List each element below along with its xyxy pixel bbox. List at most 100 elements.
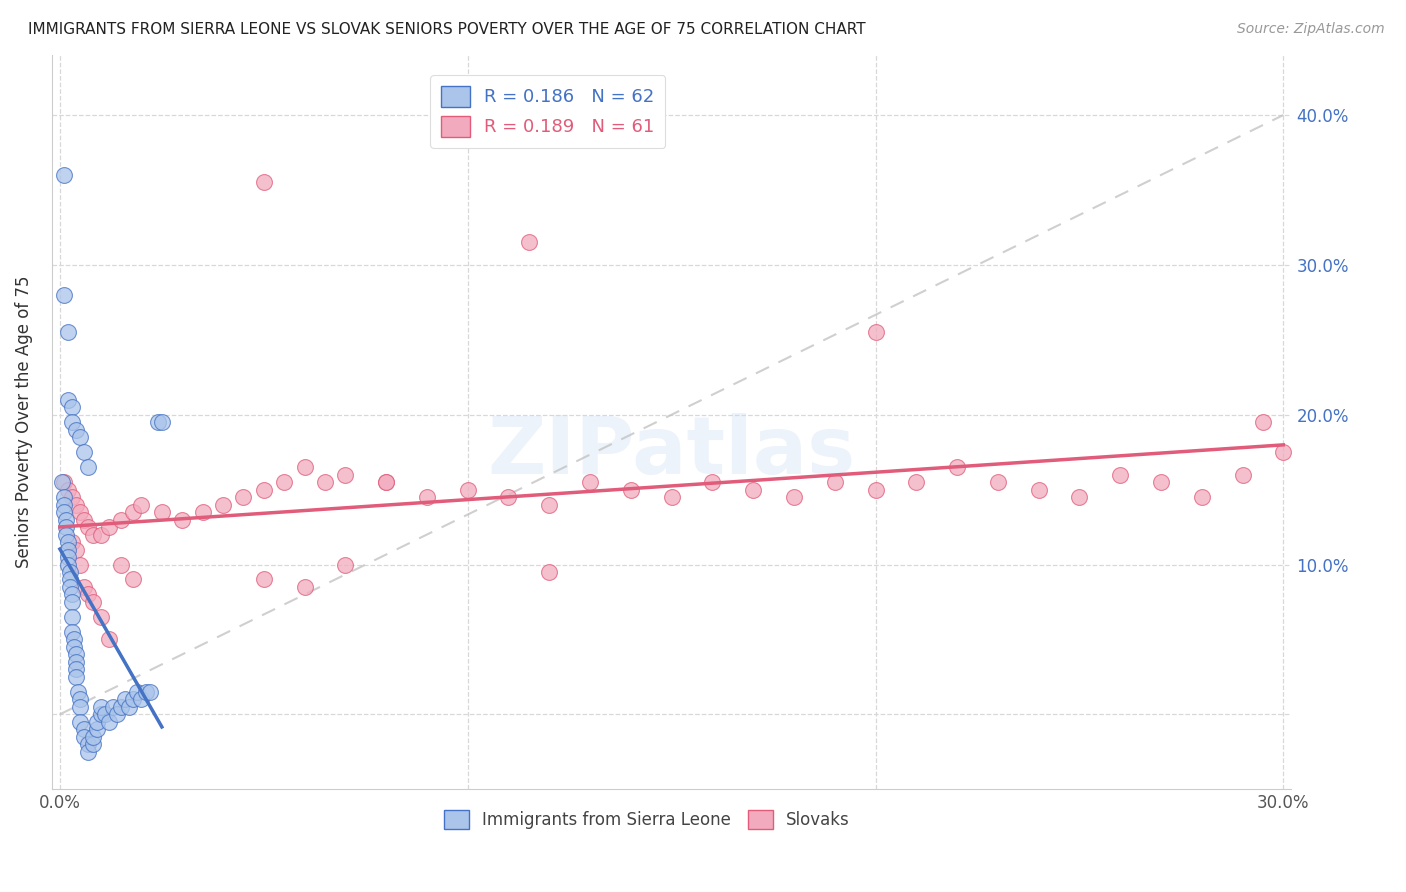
Point (63, 640, 86, 654)
Point (138, 685, 160, 699)
Point (416, 490, 439, 504)
Point (127, 685, 149, 699)
Point (56, 549, 79, 564)
Point (86, 723, 108, 737)
Point (69, 430, 91, 444)
Point (56, 535, 79, 549)
Point (65, 423, 87, 437)
Point (60, 610, 83, 624)
Point (90, 527, 112, 541)
Point (53, 288, 76, 302)
Point (55, 527, 77, 541)
Point (122, 505, 145, 519)
Text: IMMIGRANTS FROM SIERRA LEONE VS SLOVAK SENIORS POVERTY OVER THE AGE OF 75 CORREL: IMMIGRANTS FROM SIERRA LEONE VS SLOVAK S… (28, 22, 866, 37)
Point (146, 415, 169, 429)
Point (69, 505, 91, 519)
Point (73, 723, 96, 737)
Point (60, 535, 83, 549)
Point (60, 401, 83, 415)
Point (82, 737, 104, 751)
Point (1191, 490, 1213, 504)
Point (1272, 445, 1295, 459)
Point (97, 714, 120, 729)
Point (90, 699, 112, 714)
Point (232, 490, 254, 504)
Point (191, 505, 214, 519)
Point (661, 490, 683, 504)
Point (1251, 415, 1274, 429)
Point (53, 168, 76, 182)
Point (55, 520, 77, 534)
Point (253, 483, 276, 497)
Point (53, 490, 76, 504)
Point (150, 415, 173, 429)
Point (51, 475, 73, 489)
Point (1028, 483, 1050, 497)
Point (59, 573, 82, 587)
Point (65, 542, 87, 557)
Point (1150, 475, 1173, 489)
Point (783, 490, 806, 504)
Point (73, 445, 96, 459)
Point (294, 460, 316, 475)
Point (77, 460, 100, 475)
Point (65, 648, 87, 662)
Point (60, 595, 83, 609)
Legend: Immigrants from Sierra Leone, Slovaks: Immigrants from Sierra Leone, Slovaks (437, 804, 856, 836)
Point (63, 632, 86, 647)
Text: Source: ZipAtlas.com: Source: ZipAtlas.com (1237, 22, 1385, 37)
Point (865, 483, 887, 497)
Point (82, 730, 104, 744)
Point (375, 475, 398, 489)
Point (253, 573, 276, 587)
Point (335, 558, 357, 572)
Point (538, 565, 561, 579)
Point (77, 737, 100, 751)
Point (122, 692, 145, 706)
Y-axis label: Seniors Poverty Over the Age of 75: Seniors Poverty Over the Age of 75 (15, 276, 32, 568)
Point (101, 699, 124, 714)
Point (273, 475, 295, 489)
Point (53, 498, 76, 512)
Point (122, 573, 145, 587)
Point (53, 505, 76, 519)
Point (82, 527, 104, 541)
Point (150, 505, 173, 519)
Point (114, 692, 136, 706)
Point (60, 624, 83, 639)
Text: ZIPatlas: ZIPatlas (488, 412, 856, 491)
Point (65, 662, 87, 676)
Point (59, 580, 82, 594)
Point (73, 512, 96, 526)
Point (65, 670, 87, 684)
Point (97, 632, 120, 647)
Point (294, 580, 316, 594)
Point (905, 475, 928, 489)
Point (56, 392, 79, 407)
Point (86, 714, 108, 729)
Point (69, 714, 91, 729)
Point (620, 483, 643, 497)
Point (517, 235, 540, 250)
Point (172, 512, 194, 526)
Point (335, 467, 357, 482)
Point (77, 587, 100, 601)
Point (946, 460, 969, 475)
Point (135, 685, 157, 699)
Point (73, 580, 96, 594)
Point (131, 498, 153, 512)
Point (77, 745, 100, 759)
Point (59, 565, 82, 579)
Point (110, 512, 132, 526)
Point (105, 707, 128, 722)
Point (1109, 467, 1132, 482)
Point (579, 475, 602, 489)
Point (60, 490, 83, 504)
Point (94, 707, 117, 722)
Point (118, 699, 141, 714)
Point (69, 699, 91, 714)
Point (97, 520, 120, 534)
Point (56, 326, 79, 340)
Point (457, 483, 479, 497)
Point (77, 520, 100, 534)
